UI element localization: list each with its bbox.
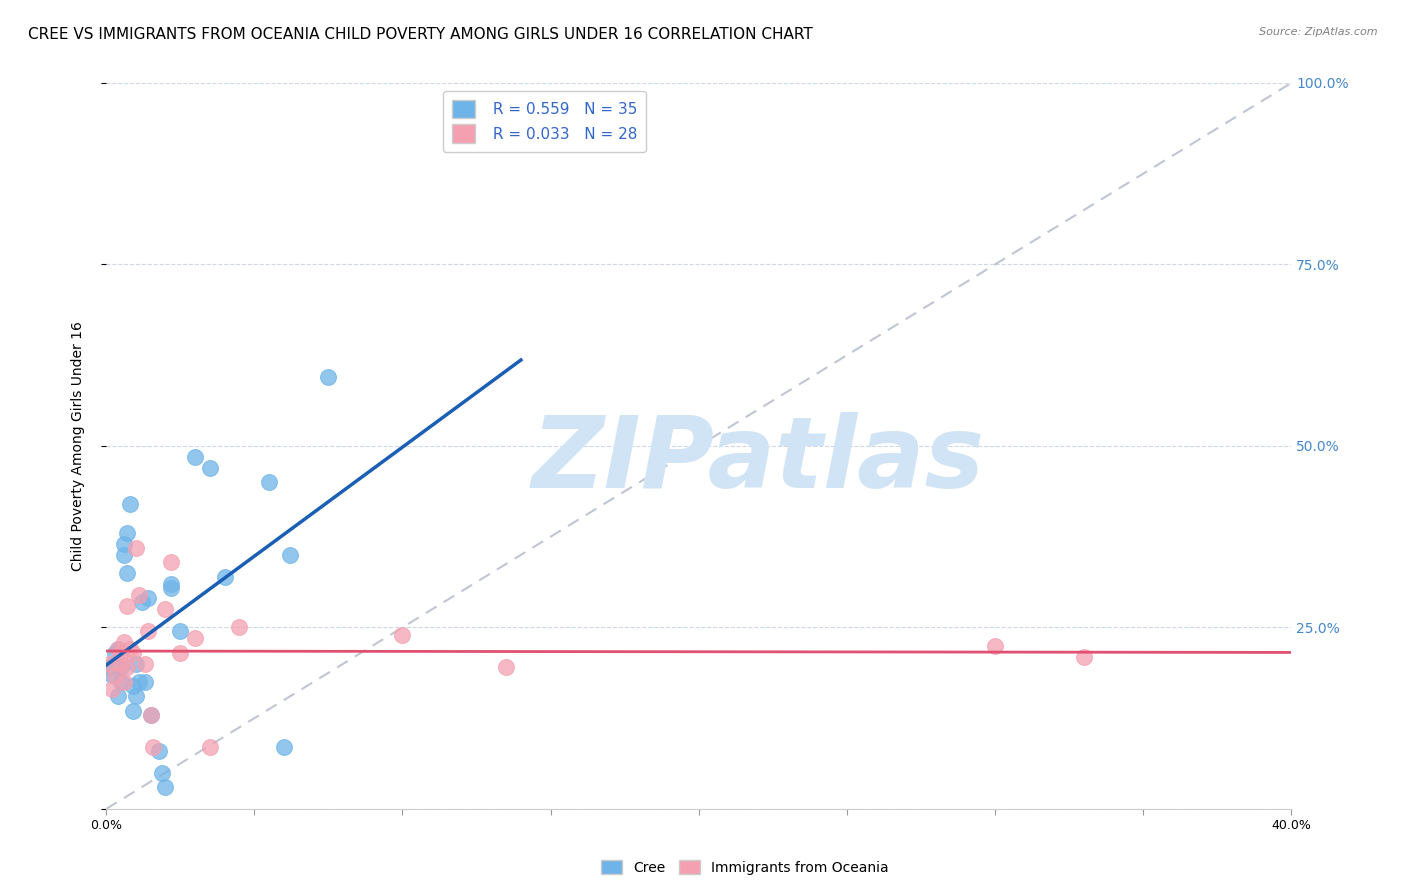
Point — [257, 475, 280, 490]
Point — [115, 660, 138, 674]
Point — [98, 660, 121, 674]
Point — [121, 679, 143, 693]
Point — [160, 577, 183, 591]
Point — [104, 667, 127, 681]
Point — [107, 690, 129, 704]
Point — [984, 639, 1007, 653]
Point — [104, 646, 127, 660]
Point — [115, 599, 138, 613]
Point — [160, 581, 183, 595]
Point — [118, 497, 141, 511]
Legend:  R = 0.559   N = 35,  R = 0.033   N = 28: R = 0.559 N = 35, R = 0.033 N = 28 — [443, 91, 645, 153]
Point — [101, 682, 124, 697]
Point — [139, 707, 162, 722]
Point — [104, 657, 127, 671]
Point — [112, 537, 135, 551]
Point — [155, 602, 177, 616]
Y-axis label: Child Poverty Among Girls Under 16: Child Poverty Among Girls Under 16 — [72, 321, 86, 571]
Point — [184, 632, 207, 646]
Point — [391, 628, 413, 642]
Point — [118, 642, 141, 657]
Point — [1073, 649, 1095, 664]
Legend: Cree, Immigrants from Oceania: Cree, Immigrants from Oceania — [596, 855, 894, 880]
Point — [112, 635, 135, 649]
Point — [115, 526, 138, 541]
Point — [214, 569, 236, 583]
Point — [134, 674, 156, 689]
Point — [125, 657, 148, 671]
Point — [112, 674, 135, 689]
Point — [495, 660, 517, 674]
Point — [107, 642, 129, 657]
Point — [278, 548, 301, 562]
Text: CREE VS IMMIGRANTS FROM OCEANIA CHILD POVERTY AMONG GIRLS UNDER 16 CORRELATION C: CREE VS IMMIGRANTS FROM OCEANIA CHILD PO… — [28, 27, 813, 42]
Point — [110, 674, 132, 689]
Point — [110, 657, 132, 671]
Point — [98, 657, 121, 671]
Point — [131, 595, 153, 609]
Point — [128, 588, 150, 602]
Point — [101, 667, 124, 681]
Point — [273, 740, 295, 755]
Point — [136, 591, 159, 606]
Point — [107, 642, 129, 657]
Point — [142, 740, 165, 755]
Point — [115, 566, 138, 580]
Point — [125, 541, 148, 555]
Point — [125, 690, 148, 704]
Point — [184, 450, 207, 464]
Point — [134, 657, 156, 671]
Point — [110, 646, 132, 660]
Text: ZIPatlas: ZIPatlas — [531, 412, 984, 509]
Point — [139, 707, 162, 722]
Point — [169, 646, 191, 660]
Point — [121, 646, 143, 660]
Point — [128, 674, 150, 689]
Point — [198, 740, 221, 755]
Point — [198, 460, 221, 475]
Point — [155, 780, 177, 795]
Point — [318, 370, 340, 384]
Point — [148, 744, 170, 758]
Point — [228, 620, 250, 634]
Text: Source: ZipAtlas.com: Source: ZipAtlas.com — [1260, 27, 1378, 37]
Point — [150, 765, 173, 780]
Point — [160, 555, 183, 569]
Point — [121, 704, 143, 718]
Point — [110, 660, 132, 674]
Point — [169, 624, 191, 639]
Point — [136, 624, 159, 639]
Point — [112, 548, 135, 562]
